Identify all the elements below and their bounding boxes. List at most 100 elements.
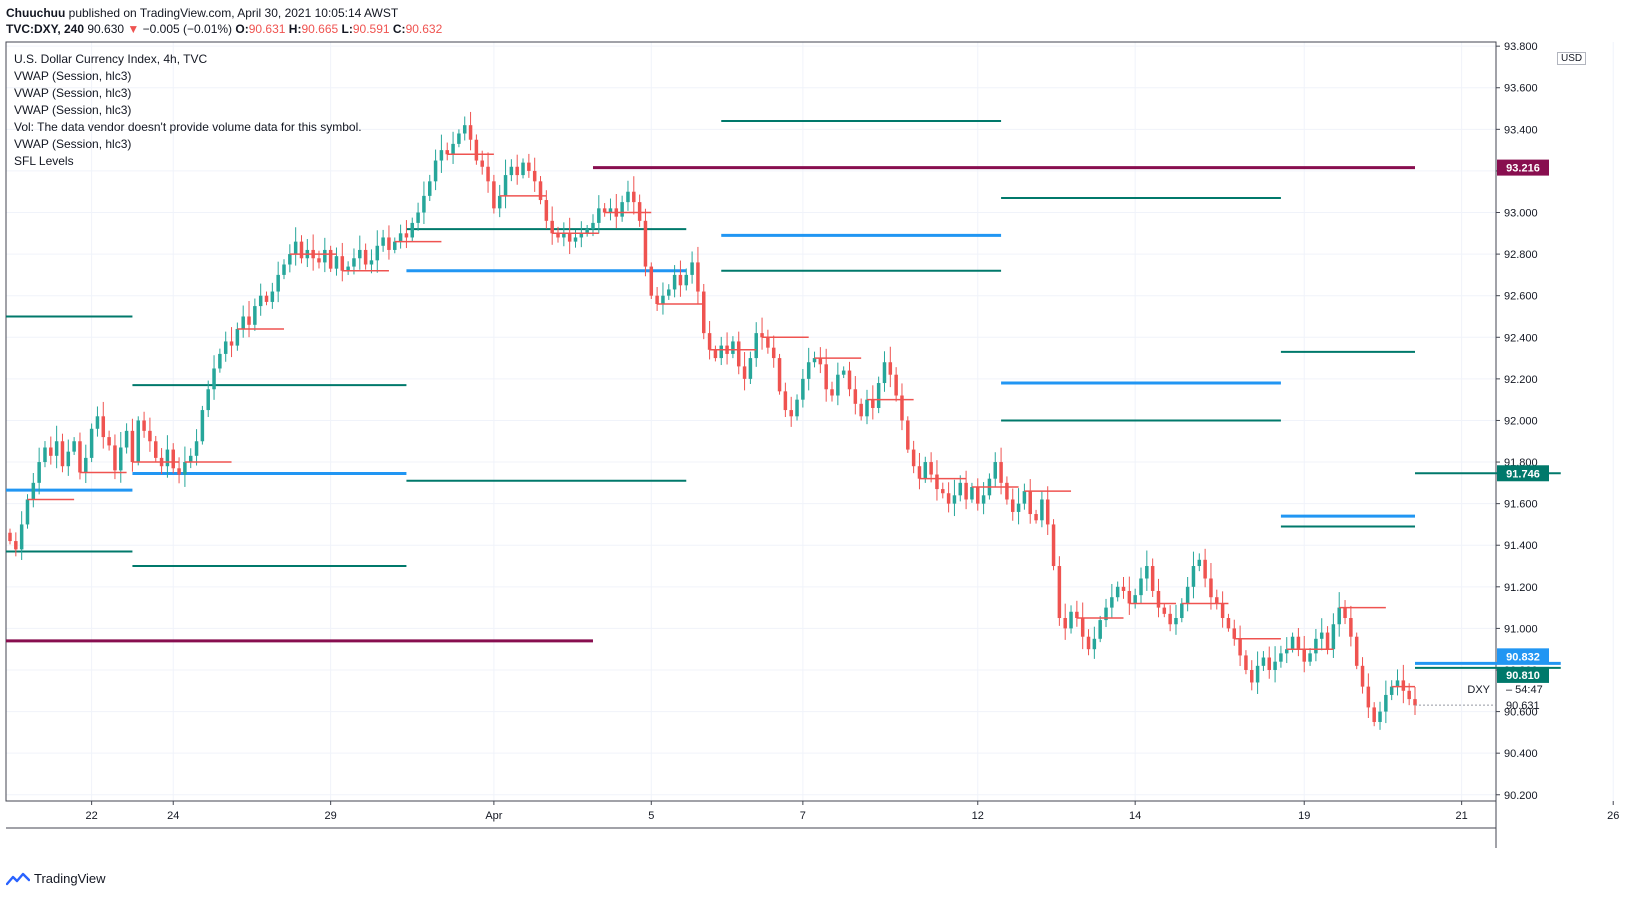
tradingview-brand: TradingView	[34, 871, 106, 886]
x-tick-label: 21	[1456, 810, 1468, 822]
candle-body	[200, 410, 205, 442]
candle-body	[1057, 566, 1062, 619]
candle-body	[702, 291, 706, 334]
candle-body	[649, 266, 654, 296]
candle-body	[480, 160, 484, 167]
currency-badge[interactable]: USD	[1557, 52, 1587, 65]
candle-body	[66, 451, 71, 467]
candle-body	[882, 362, 887, 384]
candle-body	[865, 399, 869, 417]
candle-body	[742, 366, 747, 379]
x-tick-label: 22	[85, 810, 97, 822]
candle-body	[544, 200, 549, 221]
candle-body	[119, 447, 123, 471]
candle-body	[1104, 607, 1108, 621]
candle-body	[148, 430, 152, 442]
candle-body	[1226, 618, 1231, 629]
legend-sfl-levels[interactable]: SFL Levels	[14, 154, 74, 168]
candle-body	[538, 181, 543, 201]
candle-body	[795, 399, 799, 417]
candle-body	[941, 489, 945, 494]
legend-vwap-2[interactable]: VWAP (Session, hlc3)	[14, 86, 132, 100]
tradingview-logo[interactable]: TradingView	[6, 871, 106, 886]
candle-body	[37, 462, 41, 483]
candle-body	[1028, 491, 1032, 515]
candle-body	[801, 378, 805, 400]
candle-body	[1244, 655, 1248, 670]
x-tick-label: Apr	[485, 810, 502, 822]
candle-body	[1378, 711, 1382, 722]
candle-body	[935, 474, 939, 490]
candle-body	[1255, 665, 1260, 683]
candle-body	[1174, 618, 1178, 625]
candle-body	[19, 524, 24, 550]
candle-body	[113, 445, 117, 471]
candle-body	[1407, 690, 1411, 700]
candle-body	[667, 289, 671, 296]
candle-body	[707, 333, 712, 350]
candle-body	[78, 441, 82, 473]
candle-body	[398, 233, 403, 242]
candle-body	[1063, 618, 1067, 629]
candle-body	[445, 150, 449, 155]
symbol-label[interactable]: TVC:DXY, 240	[6, 22, 85, 36]
legend-vwap-4[interactable]: VWAP (Session, hlc3)	[14, 137, 132, 151]
y-tick-label: 92.200	[1504, 374, 1538, 386]
candle-body	[183, 462, 187, 475]
candle-body	[428, 181, 432, 196]
candle-body	[130, 430, 135, 463]
candle-body	[976, 487, 980, 504]
candle-body	[1389, 686, 1394, 695]
legend-volume[interactable]: Vol: The data vendor doesn't provide vol…	[14, 120, 362, 134]
candle-body	[777, 358, 782, 392]
candle-body	[282, 264, 286, 275]
candle-body	[468, 125, 473, 140]
open-label: O:	[235, 22, 249, 36]
candle-body	[317, 258, 321, 263]
candle-body	[719, 345, 723, 359]
candle-body	[521, 162, 525, 176]
candle-body	[1349, 618, 1353, 637]
legend-series-title[interactable]: U.S. Dollar Currency Index, 4h, TVC	[14, 52, 208, 66]
candle-body	[340, 256, 345, 271]
candle-body	[812, 358, 817, 363]
candle-body	[241, 316, 245, 329]
x-tick-label: 5	[648, 810, 654, 822]
candle-body	[72, 441, 76, 452]
y-tick-label: 91.400	[1504, 540, 1538, 552]
candle-body	[1162, 607, 1167, 614]
down-triangle-icon: ▼	[127, 22, 140, 36]
candle-body	[1261, 657, 1266, 666]
candle-body	[830, 389, 834, 396]
author-name[interactable]: Chuuchuu	[6, 6, 66, 20]
x-tick-label: 24	[167, 810, 179, 822]
candle-body	[684, 274, 689, 286]
legend-vwap-1[interactable]: VWAP (Session, hlc3)	[14, 69, 132, 83]
y-tick-label: 92.600	[1504, 291, 1538, 303]
candle-body	[101, 416, 106, 438]
candle-body	[194, 441, 199, 456]
candle-body	[1150, 566, 1155, 591]
candle-body	[422, 195, 426, 213]
indicator-legend: U.S. Dollar Currency Index, 4h, TVC VWAP…	[14, 51, 362, 170]
candle-body	[1080, 618, 1085, 637]
candle-body	[579, 233, 584, 238]
candle-body	[981, 495, 986, 504]
candle-body	[1343, 607, 1347, 619]
candle-body	[818, 358, 823, 365]
tradingview-logo-icon	[6, 872, 30, 885]
candle-body	[89, 428, 94, 458]
last-price: 90.630	[87, 22, 125, 36]
candle-body	[1238, 638, 1242, 656]
legend-vwap-3[interactable]: VWAP (Session, hlc3)	[14, 103, 132, 117]
x-tick-label: 26	[1607, 810, 1619, 822]
x-tick-label: 12	[972, 810, 984, 822]
y-tick-label: 90.200	[1504, 790, 1538, 802]
candle-body	[451, 143, 455, 155]
candle-body	[637, 202, 642, 221]
candle-body	[1273, 661, 1277, 670]
candle-body	[212, 368, 216, 390]
candle-body	[1331, 624, 1336, 650]
x-tick-label: 19	[1298, 810, 1310, 822]
